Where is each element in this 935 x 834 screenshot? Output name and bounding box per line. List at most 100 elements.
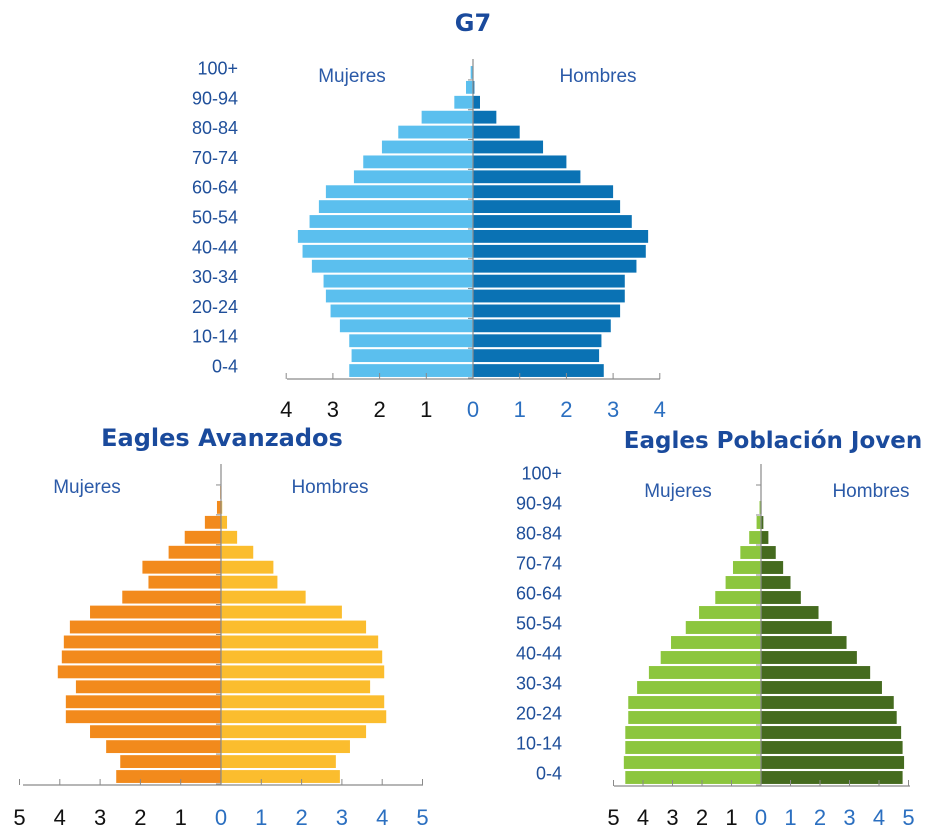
avanzados-x-tick-label: 4 xyxy=(54,805,66,830)
joven-age-label: 10-14 xyxy=(516,734,562,754)
avanzados-bar-mujeres-90-94 xyxy=(216,500,221,514)
joven-x-tick-label: 5 xyxy=(902,805,914,830)
g7-age-label: 90-94 xyxy=(192,88,238,108)
g7-bar-hombres-35-39 xyxy=(473,259,637,273)
avanzados-pyramid: 5 4 3 2 1 0 1 2 3 4 5 Eagles Avanzados Mujeres Hombre… xyxy=(13,424,428,830)
g7-pyramid: 4 3 2 1 0 1 2 3 4 100+ 90-94 80-84 70-74 60-64 50-54 40… xyxy=(192,9,666,422)
g7-x-tick-label: 2 xyxy=(373,397,385,422)
joven-bar-hombres-10-14 xyxy=(761,741,903,754)
g7-bar-hombres-20-24 xyxy=(473,304,621,318)
joven-bar-hombres-75-79 xyxy=(761,546,776,559)
avanzados-bar-hombres-30-34 xyxy=(221,680,371,694)
g7-bar-hombres-10-14 xyxy=(473,334,602,348)
avanzados-x-tick-label: 0 xyxy=(215,805,227,830)
avanzados-bar-mujeres-85-89 xyxy=(204,515,221,529)
joven-bar-mujeres-55-59 xyxy=(699,606,761,619)
joven-bar-mujeres-35-39 xyxy=(648,666,761,679)
avanzados-x-tick-label: 1 xyxy=(255,805,267,830)
joven-bar-hombres-80-84 xyxy=(761,531,769,544)
avanzados-x-tick-label: 3 xyxy=(336,805,348,830)
avanzados-hombres-label: Hombres xyxy=(291,477,368,498)
g7-x-tick-label: 3 xyxy=(607,397,619,422)
g7-bar-hombres-25-29 xyxy=(473,289,625,303)
joven-x-tick-label: 1 xyxy=(784,805,796,830)
g7-bar-mujeres-65-69 xyxy=(353,170,473,184)
joven-bar-mujeres-30-34 xyxy=(637,681,761,694)
avanzados-bar-hombres-45-49 xyxy=(221,635,379,649)
avanzados-bar-mujeres-15-19 xyxy=(90,725,221,739)
joven-bar-mujeres-10-14 xyxy=(625,741,761,754)
joven-bar-hombres-20-24 xyxy=(761,711,897,724)
joven-bar-mujeres-85-89 xyxy=(756,516,761,529)
avanzados-bar-mujeres-70-74 xyxy=(142,560,221,574)
g7-hombres-label: Hombres xyxy=(559,66,636,87)
joven-bar-hombres-5-9 xyxy=(761,756,905,769)
joven-bar-hombres-55-59 xyxy=(761,606,819,619)
avanzados-bar-mujeres-75-79 xyxy=(168,545,221,559)
avanzados-bar-mujeres-5-9 xyxy=(120,755,221,768)
avanzados-bar-mujeres-55-59 xyxy=(90,605,221,619)
g7-bar-mujeres-100+ xyxy=(470,66,474,79)
joven-age-label: 20-24 xyxy=(516,704,562,724)
joven-bar-mujeres-70-74 xyxy=(732,561,761,574)
joven-bar-mujeres-20-24 xyxy=(628,711,761,724)
g7-x-tick-label: 1 xyxy=(514,397,526,422)
joven-bar-hombres-60-64 xyxy=(761,591,801,604)
avanzados-bar-hombres-90-94 xyxy=(221,500,223,514)
g7-age-label: 80-84 xyxy=(192,118,238,138)
joven-bar-hombres-85-89 xyxy=(761,516,764,529)
joven-age-label: 100+ xyxy=(521,464,562,484)
joven-bar-mujeres-5-9 xyxy=(623,756,762,769)
avanzados-x-tick-label: 4 xyxy=(376,805,388,830)
g7-age-label: 50-54 xyxy=(192,208,238,228)
joven-pyramid: 5 4 3 2 1 0 1 2 3 4 5100+90-9480-8470-7460-6450-54… xyxy=(516,428,922,830)
joven-age-label: 80-84 xyxy=(516,524,562,544)
joven-bar-mujeres-40-44 xyxy=(660,651,761,664)
g7-bar-hombres-70-74 xyxy=(473,155,567,169)
avanzados-bar-hombres-35-39 xyxy=(221,665,385,679)
g7-bar-hombres-50-54 xyxy=(473,215,632,228)
joven-bar-hombres-25-29 xyxy=(761,696,894,709)
avanzados-bar-mujeres-30-34 xyxy=(75,680,221,694)
joven-bar-mujeres-45-49 xyxy=(671,636,761,649)
g7-bar-hombres-30-34 xyxy=(473,274,625,288)
g7-age-label: 70-74 xyxy=(192,148,238,168)
joven-bar-mujeres-50-54 xyxy=(685,621,761,634)
avanzados-bar-hombres-0-4 xyxy=(221,770,340,783)
joven-bar-mujeres-0-4 xyxy=(625,771,761,784)
joven-x-tick-label: 2 xyxy=(814,805,826,830)
g7-bar-mujeres-95-99 xyxy=(466,80,473,94)
g7-chart-title: G7 xyxy=(455,9,491,37)
joven-x-tick-label: 4 xyxy=(873,805,885,830)
joven-x-tick-label: 3 xyxy=(843,805,855,830)
joven-bar-mujeres-75-79 xyxy=(740,546,761,559)
avanzados-bar-hombres-20-24 xyxy=(221,710,387,724)
g7-age-label: 60-64 xyxy=(192,178,238,198)
g7-x-tick-label: 1 xyxy=(420,397,432,422)
avanzados-bar-mujeres-40-44 xyxy=(61,650,222,664)
avanzados-bar-mujeres-45-49 xyxy=(63,635,221,649)
joven-x-tick-label: 3 xyxy=(666,805,678,830)
g7-age-label: 100+ xyxy=(197,59,238,79)
g7-bar-mujeres-15-19 xyxy=(339,319,473,333)
g7-bar-mujeres-30-34 xyxy=(323,274,473,288)
g7-bar-mujeres-45-49 xyxy=(297,230,474,243)
g7-age-label: 10-14 xyxy=(192,327,238,347)
g7-x-tick-label: 0 xyxy=(467,397,479,422)
avanzados-bar-hombres-75-79 xyxy=(221,545,254,559)
g7-age-label: 0-4 xyxy=(212,357,238,377)
avanzados-bar-mujeres-10-14 xyxy=(106,740,221,754)
joven-bar-hombres-15-19 xyxy=(761,726,902,739)
g7-bar-hombres-80-84 xyxy=(473,125,520,139)
g7-mujeres-label: Mujeres xyxy=(318,66,386,87)
joven-age-label: 50-54 xyxy=(516,614,562,634)
avanzados-bar-hombres-80-84 xyxy=(221,530,238,544)
g7-bar-mujeres-70-74 xyxy=(363,155,473,169)
g7-bar-hombres-75-79 xyxy=(473,140,544,154)
avanzados-bar-hombres-25-29 xyxy=(221,695,385,709)
joven-hombres-label: Hombres xyxy=(832,481,909,502)
g7-bar-hombres-90-94 xyxy=(473,95,480,109)
avanzados-bar-hombres-5-9 xyxy=(221,755,336,768)
joven-age-label: 30-34 xyxy=(516,674,562,694)
